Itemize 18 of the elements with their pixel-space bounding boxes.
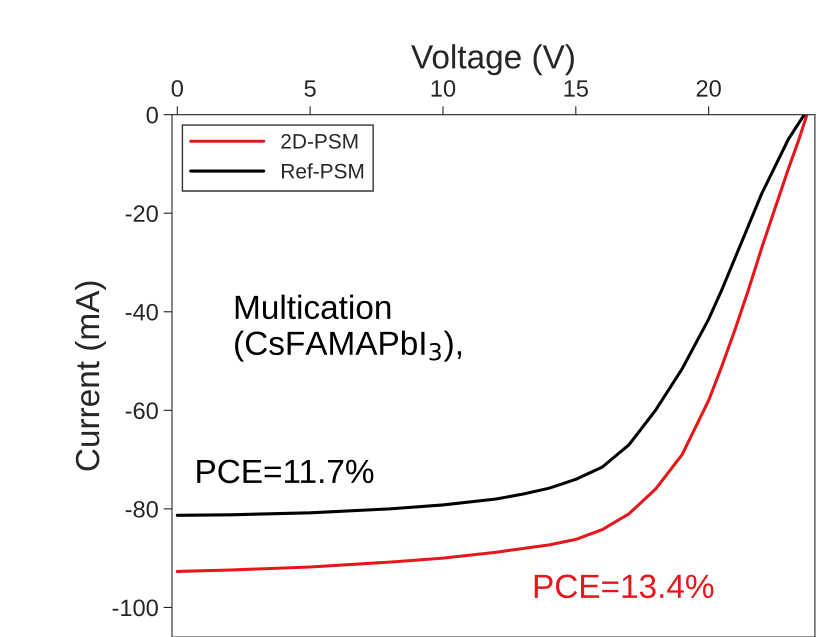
annotation: PCE=11.7% (197, 460, 374, 484)
y-tick-label: -40 (126, 304, 158, 321)
x-tick-label: 15 (564, 80, 588, 97)
y-tick-label: 0 (146, 106, 158, 124)
annotation: Multication (CsFAMAPbI$_{3}$), (235, 294, 461, 362)
x-tick-label: 5 (304, 80, 316, 97)
y-tick-label: -100 (112, 600, 158, 616)
x-tick-label: 0 (172, 80, 183, 97)
y-tick-label: -60 (126, 402, 158, 420)
x-tick-label: 20 (696, 80, 721, 97)
legend-label: 2D-PSM (281, 134, 358, 149)
y-tick-label: -80 (126, 500, 158, 518)
legend-label: Ref-PSM (282, 163, 364, 179)
annotation: PCE=13.4% (534, 574, 714, 598)
y-axis-title: Current (mA) (74, 282, 106, 470)
x-tick-label: 10 (432, 80, 456, 97)
y-tick-label: -20 (126, 205, 158, 222)
x-axis-title: Voltage (V) (411, 44, 574, 76)
